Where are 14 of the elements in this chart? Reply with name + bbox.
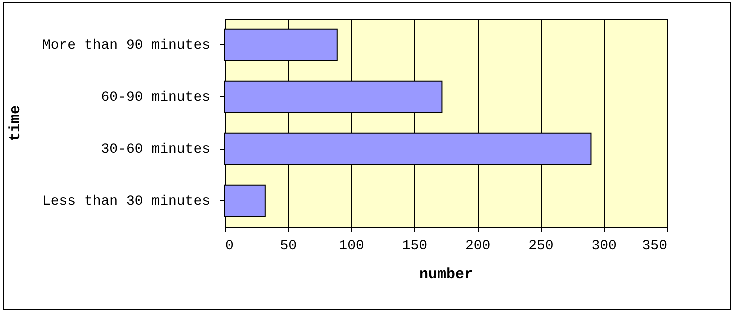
x-tick-label: 200 <box>465 238 491 254</box>
x-tick-label: 50 <box>280 238 298 254</box>
y-tick-label: More than 90 minutes <box>42 38 210 54</box>
x-tick-label: 300 <box>592 238 617 254</box>
x-tick-label: 0 <box>226 238 234 254</box>
y-tick-label: Less than 30 minutes <box>42 194 210 210</box>
y-tick-label: 30-60 minutes <box>101 142 210 158</box>
x-tick-label: 350 <box>642 238 668 254</box>
y-tick-label: 60-90 minutes <box>101 90 210 106</box>
x-tick-label: 100 <box>339 238 364 254</box>
x-axis-title: number <box>419 266 474 284</box>
y-axis-title: time <box>7 105 24 142</box>
x-tick-label: 250 <box>528 238 554 254</box>
x-tick-label: 150 <box>402 238 428 254</box>
